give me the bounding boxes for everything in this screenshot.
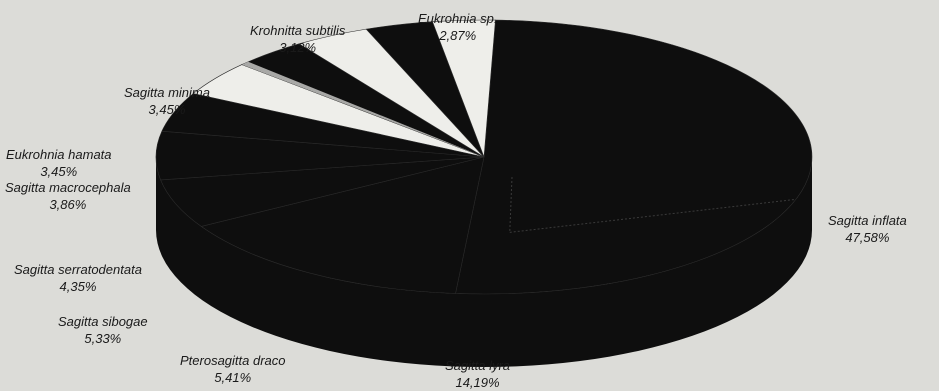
label-value: 5,41% xyxy=(214,370,252,385)
label-value: 3,45% xyxy=(148,102,186,117)
label-krohnitta-subtilis: Krohnitta subtilis 3,12% xyxy=(250,22,345,56)
label-eukrohnia-sp: Eukrohnia sp. 2,87% xyxy=(418,10,498,44)
label-value: 3,45% xyxy=(40,164,78,179)
label-sagitta-inflata: Sagitta inflata 47,58% xyxy=(828,212,907,246)
label-name: Sagitta macrocephala xyxy=(5,180,131,195)
label-sagitta-lyra: Sagitta lyra 14,19% xyxy=(445,357,510,391)
label-value: 47,58% xyxy=(845,230,890,245)
label-name: Pterosagitta draco xyxy=(180,353,286,368)
label-name: Sagitta minima xyxy=(124,85,210,100)
pie-slice-sagitta-lyra xyxy=(200,156,485,294)
label-value: 14,19% xyxy=(455,375,500,390)
label-eukrohnia-hamata: Eukrohnia hamata 3,45% xyxy=(6,146,112,180)
label-sagitta-minima: Sagitta minima 3,45% xyxy=(124,84,210,118)
label-value: 3,12% xyxy=(279,40,317,55)
label-value: 3,86% xyxy=(49,197,87,212)
label-name: Eukrohnia sp. xyxy=(418,11,498,26)
label-pterosagitta-draco: Pterosagitta draco 5,41% xyxy=(180,352,286,386)
pie-accent-wedge xyxy=(241,61,484,157)
label-name: Sagitta serratodentata xyxy=(14,262,142,277)
label-name: Krohnitta subtilis xyxy=(250,23,346,38)
pie-shadow-line xyxy=(509,198,797,233)
label-name: Sagitta inflata xyxy=(828,213,907,228)
label-value: 2,87% xyxy=(439,28,477,43)
label-name: Sagitta sibogae xyxy=(58,314,148,329)
pie-slice-sagitta-inflata xyxy=(455,19,813,295)
label-value: 4,35% xyxy=(59,279,97,294)
pie-side-wall xyxy=(156,157,812,367)
pie-top-face xyxy=(155,19,813,295)
label-sagitta-serratodentata: Sagitta serratodentata 4,35% xyxy=(14,261,142,295)
label-name: Sagitta lyra xyxy=(445,358,511,373)
label-sagitta-sibogae: Sagitta sibogae 5,33% xyxy=(58,313,148,347)
pie-slice-eukrohnia-sp xyxy=(432,19,496,158)
label-value: 5,33% xyxy=(84,331,122,346)
label-name: Eukrohnia hamata xyxy=(6,147,112,162)
label-sagitta-macrocephala: Sagitta macrocephala 3,86% xyxy=(5,179,131,213)
pie-shadow-line xyxy=(509,176,513,233)
